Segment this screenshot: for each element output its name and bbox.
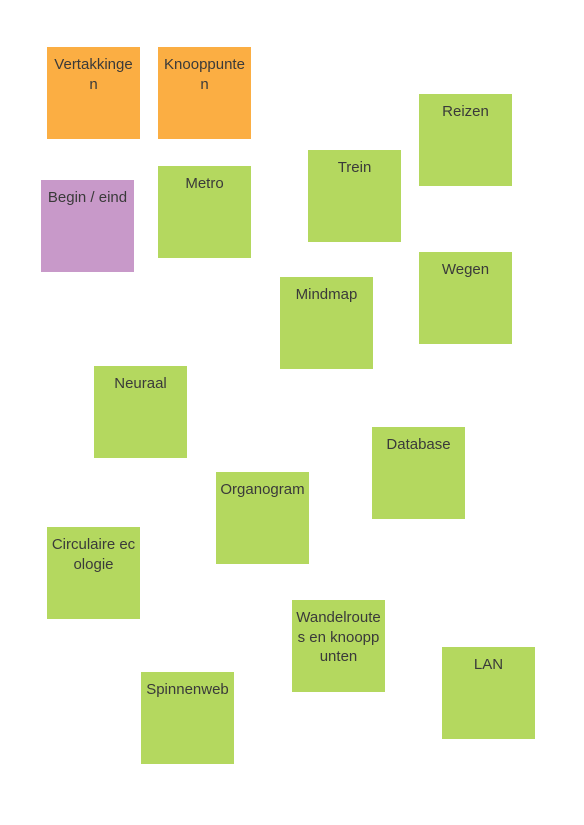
sticky-note-trein[interactable]: Trein [308,150,401,242]
sticky-note-text: Circulaire ecologie [51,536,136,573]
sticky-note-text: Metro [185,175,224,192]
sticky-note-text: Trein [337,159,372,176]
sticky-note-wegen[interactable]: Wegen [419,252,512,344]
sticky-note-vertakkingen[interactable]: Vertakkingen [47,47,140,139]
sticky-note-neuraal[interactable]: Neuraal [94,366,187,458]
sticky-note-text: Wegen [441,261,490,278]
sticky-note-wandelroutes[interactable]: Wandelroutes en knooppunten [292,600,385,692]
sticky-note-text: Knooppunten [164,56,245,93]
sticky-note-reizen[interactable]: Reizen [419,94,512,186]
sticky-note-text: LAN [473,656,504,673]
sticky-note-text: Neuraal [114,375,167,392]
sticky-note-database[interactable]: Database [372,427,465,519]
sticky-note-text: Mindmap [295,286,358,303]
sticky-note-text: Organogram [220,481,305,498]
sticky-note-mindmap[interactable]: Mindmap [280,277,373,369]
sticky-note-knooppunten[interactable]: Knooppunten [158,47,251,139]
sticky-note-spinnenweb[interactable]: Spinnenweb [141,672,234,764]
sticky-note-metro[interactable]: Metro [158,166,251,258]
sticky-note-text: Spinnenweb [146,681,229,698]
sticky-note-circulaire-ecologie[interactable]: Circulaire ecologie [47,527,140,619]
sticky-note-text: Reizen [442,103,489,120]
sticky-note-text: Wandelroutes en knooppunten [296,609,381,665]
sticky-note-text: Begin / eind [47,189,128,206]
sticky-note-text: Database [386,436,451,453]
sticky-note-lan[interactable]: LAN [442,647,535,739]
sticky-note-organogram[interactable]: Organogram [216,472,309,564]
sticky-note-text: Vertakkingen [54,56,133,93]
sticky-note-begin-eind[interactable]: Begin / eind [41,180,134,272]
